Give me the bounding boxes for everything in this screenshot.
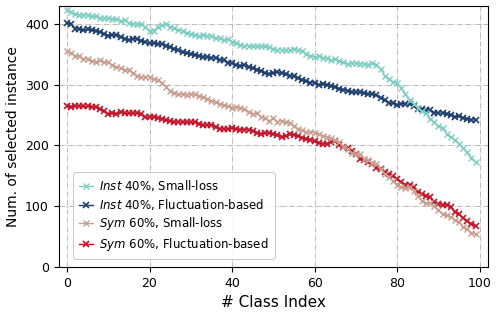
Legend: $\it{Inst}$ 40%, Small-loss, $\it{Inst}$ 40%, Fluctuation-based, $\it{Sym}$ 60%,: $\it{Inst}$ 40%, Small-loss, $\it{Inst}$… (73, 172, 274, 259)
X-axis label: # Class Index: # Class Index (221, 295, 326, 310)
Y-axis label: Num. of selected instance: Num. of selected instance (5, 46, 19, 227)
